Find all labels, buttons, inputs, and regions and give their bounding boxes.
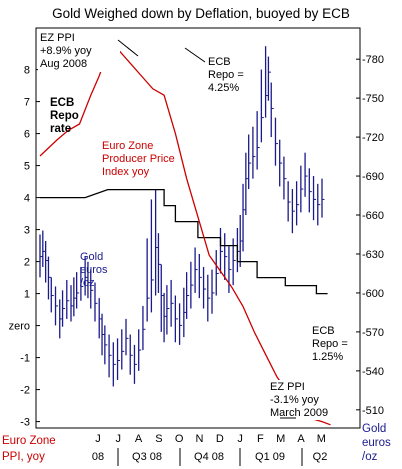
ezppi-top-label: EZ PPI (40, 32, 75, 44)
right-axis-label-line2: euros (362, 437, 391, 449)
left-tick-label: 1 (24, 289, 30, 301)
right-axis-ticks: -780 -750 -720 -690 -660 -630 -600 -570 -540 -510 (356, 54, 384, 417)
chart-title: Gold Weighed down by Deflation, buoyed b… (52, 6, 350, 21)
gold-series-label: euros (80, 264, 108, 276)
ecb-top-label: ECB (208, 56, 231, 68)
ppi-series-label: Index yoy (102, 166, 150, 178)
ezppi-bottom-label: March 2009 (270, 407, 328, 419)
x-group-label: Q2 (313, 451, 328, 463)
ecb-series (40, 188, 328, 295)
left-tick-label: 5 (24, 161, 30, 173)
right-tick-label: -600 (362, 288, 384, 300)
x-month-label: N (196, 433, 204, 445)
ecb-bottom-label: 1.25% (312, 351, 343, 363)
left-tick-label: 3 (24, 225, 30, 237)
ezppi-top-pointer (117, 39, 139, 57)
right-axis-label-line1: Gold (362, 423, 386, 435)
ecb-line (40, 188, 328, 295)
right-tick-label: -750 (362, 93, 384, 105)
x-group-label: 08 (92, 451, 104, 463)
x-month-label: F (257, 433, 264, 445)
plot-area (35, 27, 361, 429)
right-tick-label: -540 (362, 366, 384, 378)
x-month-label: M (317, 433, 326, 445)
right-tick-label: -630 (362, 249, 384, 261)
left-axis-ticks: 8 7 6 5 4 3 2 1 zero -1 -2 -3 (9, 65, 40, 429)
left-tick-label: 7 (24, 97, 30, 109)
ecb-repo-rate-label: rate (50, 123, 71, 135)
ecb-bottom-label: ECB (312, 325, 335, 337)
ecb-repo-rate-label: Repo (50, 110, 79, 122)
x-month-label: J (237, 433, 243, 445)
right-tick-label: -660 (362, 210, 384, 222)
x-group-label: Q1 09 (255, 451, 285, 463)
ppi-series-label: Producer Price (102, 153, 175, 165)
ecb-repo-rate-label: ECB (50, 97, 74, 109)
x-group-label: Q3 08 (132, 451, 162, 463)
left-tick-label: 8 (24, 65, 30, 77)
x-month-label: A (297, 433, 305, 445)
ppi-line (39, 39, 331, 426)
ezppi-top-label: Aug 2008 (40, 58, 87, 70)
left-tick-label: zero (9, 321, 30, 333)
right-tick-label: -510 (362, 405, 384, 417)
left-axis-label-line2: PPI, yoy (2, 451, 45, 463)
left-tick-label: -2 (20, 385, 30, 397)
ppi-series (39, 39, 331, 426)
x-month-label: A (135, 433, 143, 445)
right-tick-label: -780 (362, 54, 384, 66)
left-tick-label: 6 (24, 129, 30, 141)
left-tick-label: 2 (24, 257, 30, 269)
ecb-top-pointer (184, 47, 206, 63)
ezppi-bottom-bg (268, 380, 340, 420)
ecb-top-label: 4.25% (208, 82, 239, 94)
ezppi-bottom-label: -3.1% yoy (270, 394, 319, 406)
ezppi-top-bg (38, 30, 120, 72)
right-tick-label: -570 (362, 327, 384, 339)
ecb-bottom-label: Repo = (312, 338, 348, 350)
gold-series-label: Gold (80, 251, 103, 263)
x-month-label: J (95, 433, 101, 445)
right-axis-label-line3: /oz (362, 451, 378, 463)
left-tick-label: -1 (20, 353, 30, 365)
right-tick-label: -720 (362, 132, 384, 144)
right-tick-label: -690 (362, 171, 384, 183)
x-group-label: Q4 08 (194, 451, 224, 463)
x-month-label: O (175, 433, 184, 445)
x-month-label: S (155, 433, 162, 445)
ppi-series-label: Euro Zone (102, 140, 153, 152)
x-axis-ticks: J J A S O N D J F M A M08 Q3 08 Q4 08 Q1 09 Q2 (92, 433, 327, 466)
x-month-label: J (116, 433, 122, 445)
gold-series-label: /oz (80, 277, 95, 289)
x-month-label: M (276, 433, 285, 445)
x-month-label: D (216, 433, 224, 445)
left-tick-label: -3 (20, 417, 30, 429)
ezppi-top-label: +8.9% yoy (40, 45, 92, 57)
left-tick-label: 4 (24, 193, 30, 205)
plot-frame (35, 27, 361, 429)
left-axis-label-line1: Euro Zone (2, 435, 56, 447)
ezppi-bottom-label: EZ PPI (270, 381, 305, 393)
gold-series (39, 46, 325, 387)
ecb-top-label: Repo = (208, 69, 244, 81)
